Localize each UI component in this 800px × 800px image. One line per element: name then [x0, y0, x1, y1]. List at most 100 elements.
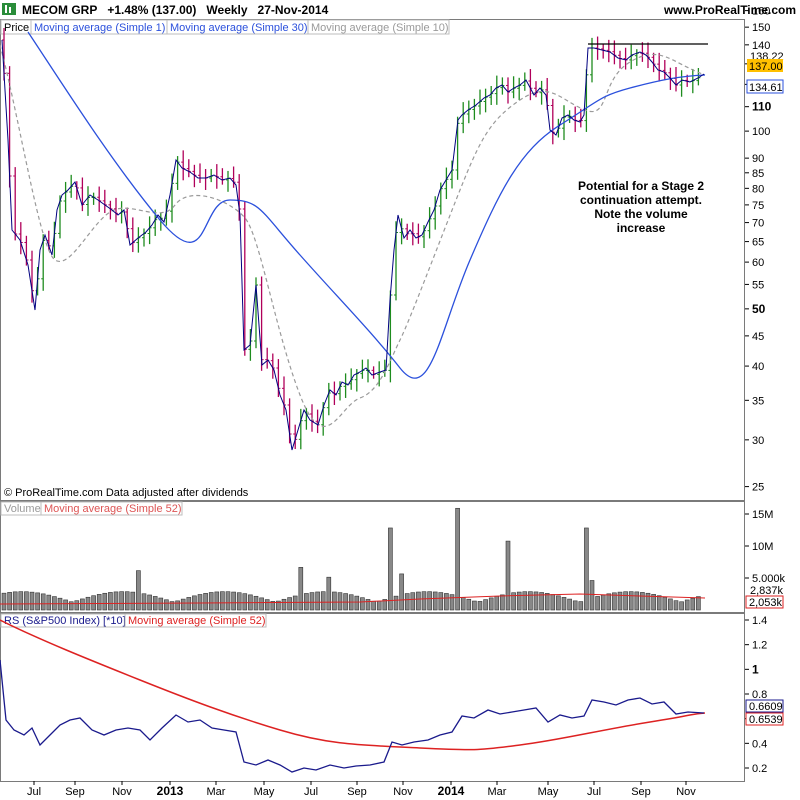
price-tick-label: 90 — [752, 153, 764, 165]
site-link[interactable]: www.ProRealTime.com — [663, 3, 796, 17]
volume-bar — [483, 599, 488, 611]
volume-bar — [388, 527, 393, 611]
price-tick-label: 55 — [752, 279, 764, 291]
price-bar — [634, 49, 639, 66]
volume-bar — [354, 595, 360, 611]
volume-bar — [561, 597, 567, 611]
legend-price: Price — [4, 22, 29, 34]
volume-bar — [270, 601, 276, 611]
symbol-title: MECOM GRP +1.48% (137.00) Weekly 27-Nov-201… — [22, 3, 329, 17]
x-tick-label: May — [254, 786, 275, 798]
price-bar — [86, 186, 90, 216]
price-bar — [438, 182, 443, 215]
price-bars — [2, 28, 701, 450]
volume-bar — [634, 591, 640, 611]
price-axis: 1601501401301201101009085807570656055504… — [745, 6, 772, 494]
volume-bar — [550, 594, 556, 611]
volume-axis: 15M 10M 5.000k 2,837k 2,053k — [745, 509, 786, 609]
volume-bar — [617, 591, 623, 611]
volume-bar — [505, 540, 511, 611]
volume-bar — [63, 599, 68, 611]
x-tick-label: Jul — [27, 786, 41, 798]
volume-bar — [46, 594, 52, 611]
volume-bar — [259, 597, 264, 611]
volume-bar — [203, 593, 208, 611]
volume-bar — [74, 600, 80, 611]
volume-bar — [276, 600, 281, 611]
rs-tick-label: 0.4 — [752, 738, 767, 750]
volume-bar — [287, 597, 292, 611]
vol-tick-15m: 15M — [752, 509, 773, 521]
volume-bar — [186, 597, 192, 611]
price-bar — [517, 77, 522, 101]
svg-text:Note the volume: Note the volume — [594, 207, 688, 221]
x-tick-label: May — [538, 786, 559, 798]
price-bar — [388, 290, 393, 383]
price-bar — [97, 186, 102, 212]
rs-axis: 1.41.210.80.60.40.2 — [745, 615, 767, 775]
volume-bar — [208, 592, 214, 611]
volume-bar — [656, 595, 662, 611]
volume-bar — [124, 591, 130, 611]
stage2-annotation: Potential for a Stage 2 continuation att… — [578, 179, 704, 235]
price-bar — [203, 169, 208, 190]
volume-bar — [589, 580, 595, 611]
volume-bar — [130, 591, 136, 611]
price-tick-label: 75 — [752, 200, 764, 212]
price-bar — [220, 168, 225, 185]
x-tick-label: Mar — [488, 786, 507, 798]
volume-panel-frame — [0, 501, 745, 613]
volume-bar — [572, 600, 578, 611]
volume-bar — [449, 594, 455, 611]
volume-bar — [382, 599, 388, 611]
volume-bar — [460, 597, 466, 611]
price-value-labels: 138.22 137.00 134.61 — [746, 51, 784, 94]
volume-bar — [528, 591, 533, 611]
volume-bar — [197, 594, 203, 611]
price-bar — [343, 373, 348, 398]
x-tick-label: 2013 — [157, 784, 184, 798]
volume-bar — [326, 576, 332, 611]
volume-bar — [438, 592, 444, 611]
price-bar — [450, 160, 454, 189]
rs-ma52-line — [0, 619, 706, 751]
volume-bar — [332, 591, 337, 611]
volume-bar — [225, 591, 231, 611]
price-bar — [494, 75, 499, 105]
price-tick-label: 25 — [752, 482, 764, 494]
copyright-note: © ProRealTime.com Data adjusted after di… — [4, 487, 249, 499]
volume-bar — [365, 599, 371, 611]
volume-bar — [668, 598, 673, 611]
volume-bar — [264, 599, 270, 611]
price-bar — [102, 189, 107, 214]
price-bar — [618, 50, 622, 69]
price-tick-label: 65 — [752, 237, 764, 249]
volume-bar — [488, 597, 494, 611]
rs-tick-label: 1.4 — [752, 615, 767, 627]
volume-bar — [578, 601, 584, 611]
x-tick-label: Jul — [304, 786, 318, 798]
volume-bar — [337, 592, 343, 611]
volume-bar — [606, 593, 612, 611]
volume-bar — [231, 591, 236, 611]
price-bar — [483, 88, 488, 113]
legend-rs: RS (S&P500 Index) [*10] — [4, 615, 126, 627]
x-tick-label: Sep — [631, 786, 651, 798]
volume-bar — [432, 591, 438, 611]
price-bar — [130, 217, 135, 253]
vol-tick-5000k: 5.000k — [752, 573, 786, 585]
legend-rs-ma52: Moving average (Simple 52) — [128, 615, 266, 627]
volume-last-label: 2,837k — [750, 585, 784, 597]
volume-bar — [684, 599, 690, 611]
volume-bar — [544, 593, 550, 611]
volume-bar — [522, 591, 528, 611]
price-bar — [674, 66, 678, 92]
price-bar — [371, 366, 376, 379]
volume-bar — [18, 591, 24, 611]
price-tick-label: 60 — [752, 257, 764, 269]
x-tick-label: Mar — [207, 786, 226, 798]
volume-bars — [1, 507, 701, 611]
volume-bar — [147, 594, 152, 611]
price-bar — [416, 223, 421, 244]
